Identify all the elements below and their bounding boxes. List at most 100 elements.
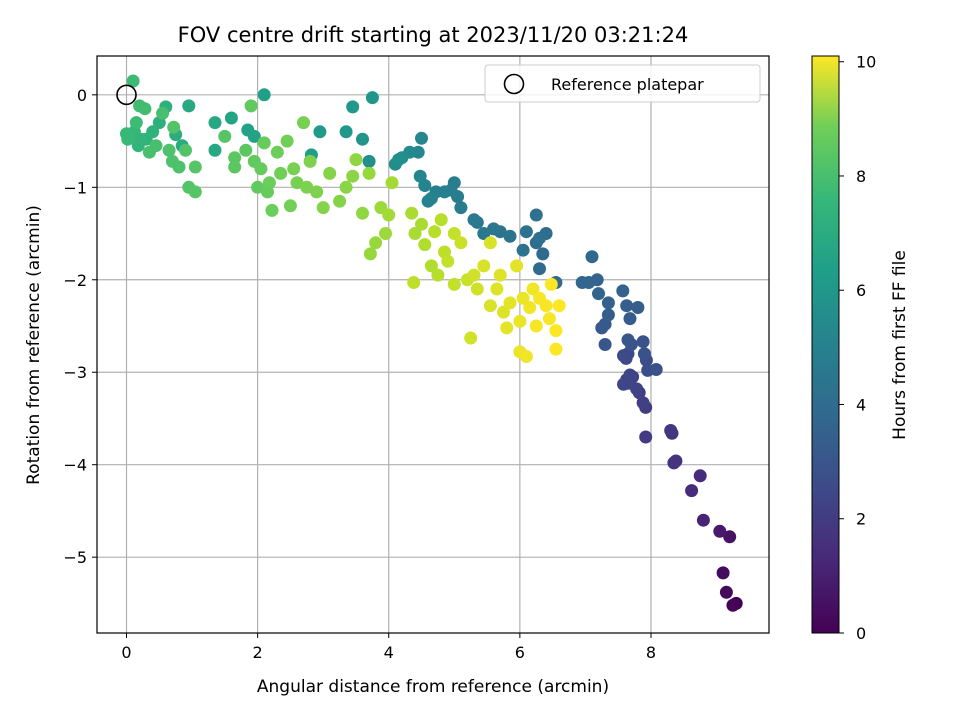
data-point — [270, 145, 284, 159]
data-point — [526, 282, 540, 296]
data-point — [162, 143, 176, 157]
colorbar-gradient — [811, 55, 840, 634]
y-tick-label: −3 — [63, 363, 87, 382]
data-point — [363, 247, 377, 261]
data-point — [549, 342, 563, 356]
data-point — [356, 132, 369, 146]
data-point — [131, 139, 145, 153]
data-point — [716, 566, 730, 580]
data-point — [369, 236, 383, 250]
data-point — [413, 169, 427, 183]
legend: Reference platepar — [484, 64, 761, 103]
data-point — [262, 176, 276, 190]
data-point — [575, 276, 589, 289]
data-point — [188, 185, 202, 199]
data-point — [392, 153, 406, 167]
data-point — [362, 166, 376, 180]
data-point — [454, 236, 468, 250]
x-tick-label: 8 — [646, 643, 656, 662]
data-point — [218, 129, 232, 143]
data-point — [516, 243, 530, 257]
data-point — [316, 201, 330, 215]
data-point — [685, 484, 699, 498]
data-point — [407, 276, 421, 289]
data-point — [251, 180, 265, 194]
data-point — [424, 259, 438, 273]
data-point — [636, 335, 650, 349]
data-point — [421, 194, 435, 208]
colorbar-tick-label: 4 — [856, 395, 866, 414]
y-tick-label: −2 — [63, 271, 87, 290]
data-point — [349, 153, 363, 167]
data-point — [379, 227, 392, 240]
data-point — [617, 349, 630, 363]
data-point — [228, 160, 242, 174]
x-tick-label: 0 — [121, 643, 131, 662]
data-point — [239, 143, 253, 157]
data-point — [303, 154, 317, 168]
data-point — [490, 282, 504, 296]
data-points — [120, 74, 743, 612]
x-tick-label: 2 — [253, 643, 263, 662]
x-axis-ticks: 0 2 4 6 8 — [121, 633, 656, 662]
data-point — [719, 585, 733, 599]
data-point — [431, 268, 445, 282]
data-point — [623, 312, 637, 326]
data-point — [533, 262, 546, 276]
data-point — [441, 254, 455, 268]
data-point — [415, 131, 428, 145]
data-point — [549, 324, 563, 338]
legend-box — [484, 64, 761, 103]
data-point — [287, 162, 301, 176]
data-point — [385, 176, 399, 190]
data-point — [418, 238, 432, 252]
axes-frame — [96, 55, 770, 634]
data-point — [156, 106, 170, 120]
data-point — [529, 208, 543, 222]
data-point — [228, 151, 242, 165]
data-point — [493, 268, 507, 282]
data-point — [487, 222, 501, 236]
data-point — [592, 287, 605, 301]
data-point — [693, 469, 707, 483]
data-point — [415, 217, 428, 231]
data-point — [300, 180, 314, 194]
data-point — [636, 396, 650, 410]
data-point — [516, 291, 530, 305]
data-point — [244, 99, 258, 113]
data-point — [346, 100, 360, 114]
data-point — [208, 116, 222, 130]
data-point — [290, 176, 304, 190]
data-point — [313, 125, 327, 139]
data-point — [274, 166, 288, 180]
data-point — [126, 74, 140, 88]
data-point — [454, 201, 468, 215]
grid-lines — [97, 56, 769, 633]
data-point — [188, 160, 202, 174]
data-point — [539, 299, 553, 313]
data-point — [138, 102, 152, 116]
data-point — [529, 319, 543, 333]
data-point — [513, 314, 527, 328]
data-point — [664, 424, 678, 437]
data-point — [121, 132, 135, 146]
data-point — [542, 312, 556, 326]
data-point — [179, 143, 192, 157]
colorbar-tick-label: 8 — [856, 167, 866, 186]
data-point — [483, 236, 497, 250]
y-tick-label: −4 — [63, 456, 87, 475]
y-tick-label: 0 — [77, 86, 87, 105]
data-point — [503, 229, 517, 243]
data-point — [523, 301, 537, 314]
data-point — [464, 331, 478, 345]
data-point — [544, 277, 558, 291]
data-point — [552, 299, 566, 313]
data-point — [172, 160, 186, 174]
data-point — [224, 111, 238, 125]
data-point — [362, 154, 376, 168]
data-point — [637, 347, 651, 361]
data-point — [497, 305, 510, 319]
data-point — [408, 227, 422, 240]
y-axis-ticks: 0 −1 −2 −3 −4 −5 — [63, 86, 97, 567]
data-point — [254, 162, 268, 176]
